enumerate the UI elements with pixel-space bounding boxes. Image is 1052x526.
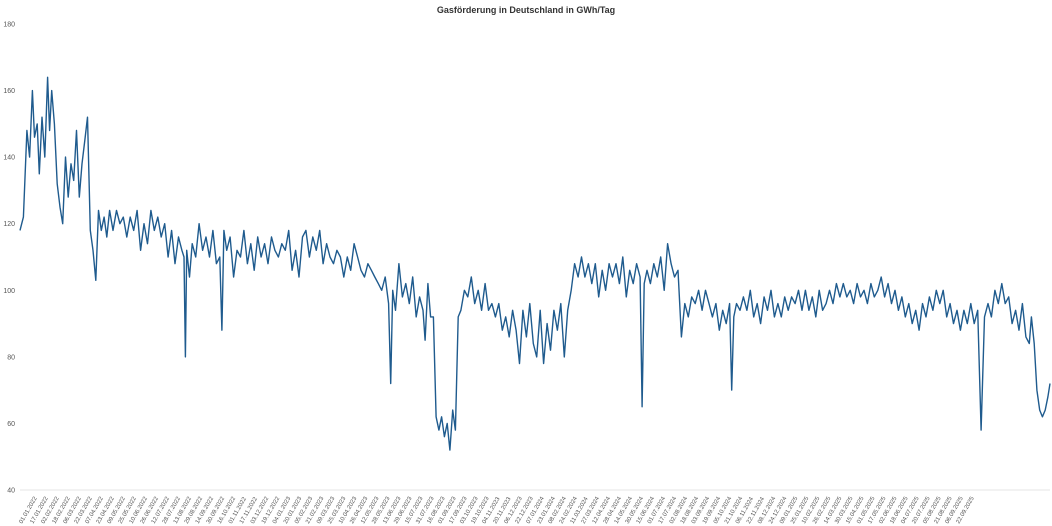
y-tick-label: 140 xyxy=(3,155,15,162)
y-tick-label: 120 xyxy=(3,221,15,228)
y-tick-label: 180 xyxy=(3,22,15,29)
y-tick-label: 40 xyxy=(7,488,15,495)
y-tick-label: 80 xyxy=(7,354,15,361)
chart-title: Gasförderung in Deutschland in GWh/Tag xyxy=(436,5,616,15)
x-axis-ticks: 01.01.202217.01.202202.02.202218.02.2022… xyxy=(19,495,977,525)
y-tick-label: 60 xyxy=(7,421,15,428)
y-axis-ticks: 40 60 80 100 120 140 160 180 xyxy=(3,22,15,495)
y-tick-label: 100 xyxy=(3,288,15,295)
series-line xyxy=(19,76,1051,451)
y-tick-label: 160 xyxy=(3,88,15,95)
